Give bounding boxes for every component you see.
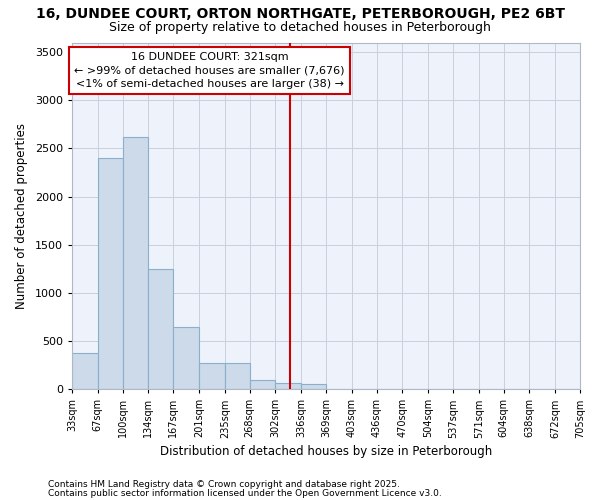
Bar xyxy=(173,326,199,389)
Bar xyxy=(123,137,148,389)
Bar xyxy=(72,352,98,389)
Bar xyxy=(275,384,301,389)
Text: Contains HM Land Registry data © Crown copyright and database right 2025.: Contains HM Land Registry data © Crown c… xyxy=(48,480,400,489)
Bar xyxy=(148,269,173,389)
Bar xyxy=(98,158,123,389)
Text: Contains public sector information licensed under the Open Government Licence v3: Contains public sector information licen… xyxy=(48,488,442,498)
Bar xyxy=(301,384,326,389)
Text: 16 DUNDEE COURT: 321sqm
← >99% of detached houses are smaller (7,676)
<1% of sem: 16 DUNDEE COURT: 321sqm ← >99% of detach… xyxy=(74,52,345,88)
Text: 16, DUNDEE COURT, ORTON NORTHGATE, PETERBOROUGH, PE2 6BT: 16, DUNDEE COURT, ORTON NORTHGATE, PETER… xyxy=(35,8,565,22)
Bar xyxy=(225,362,250,389)
X-axis label: Distribution of detached houses by size in Peterborough: Distribution of detached houses by size … xyxy=(160,444,492,458)
Bar xyxy=(250,380,275,389)
Text: Size of property relative to detached houses in Peterborough: Size of property relative to detached ho… xyxy=(109,21,491,34)
Y-axis label: Number of detached properties: Number of detached properties xyxy=(15,123,28,309)
Bar xyxy=(199,362,225,389)
